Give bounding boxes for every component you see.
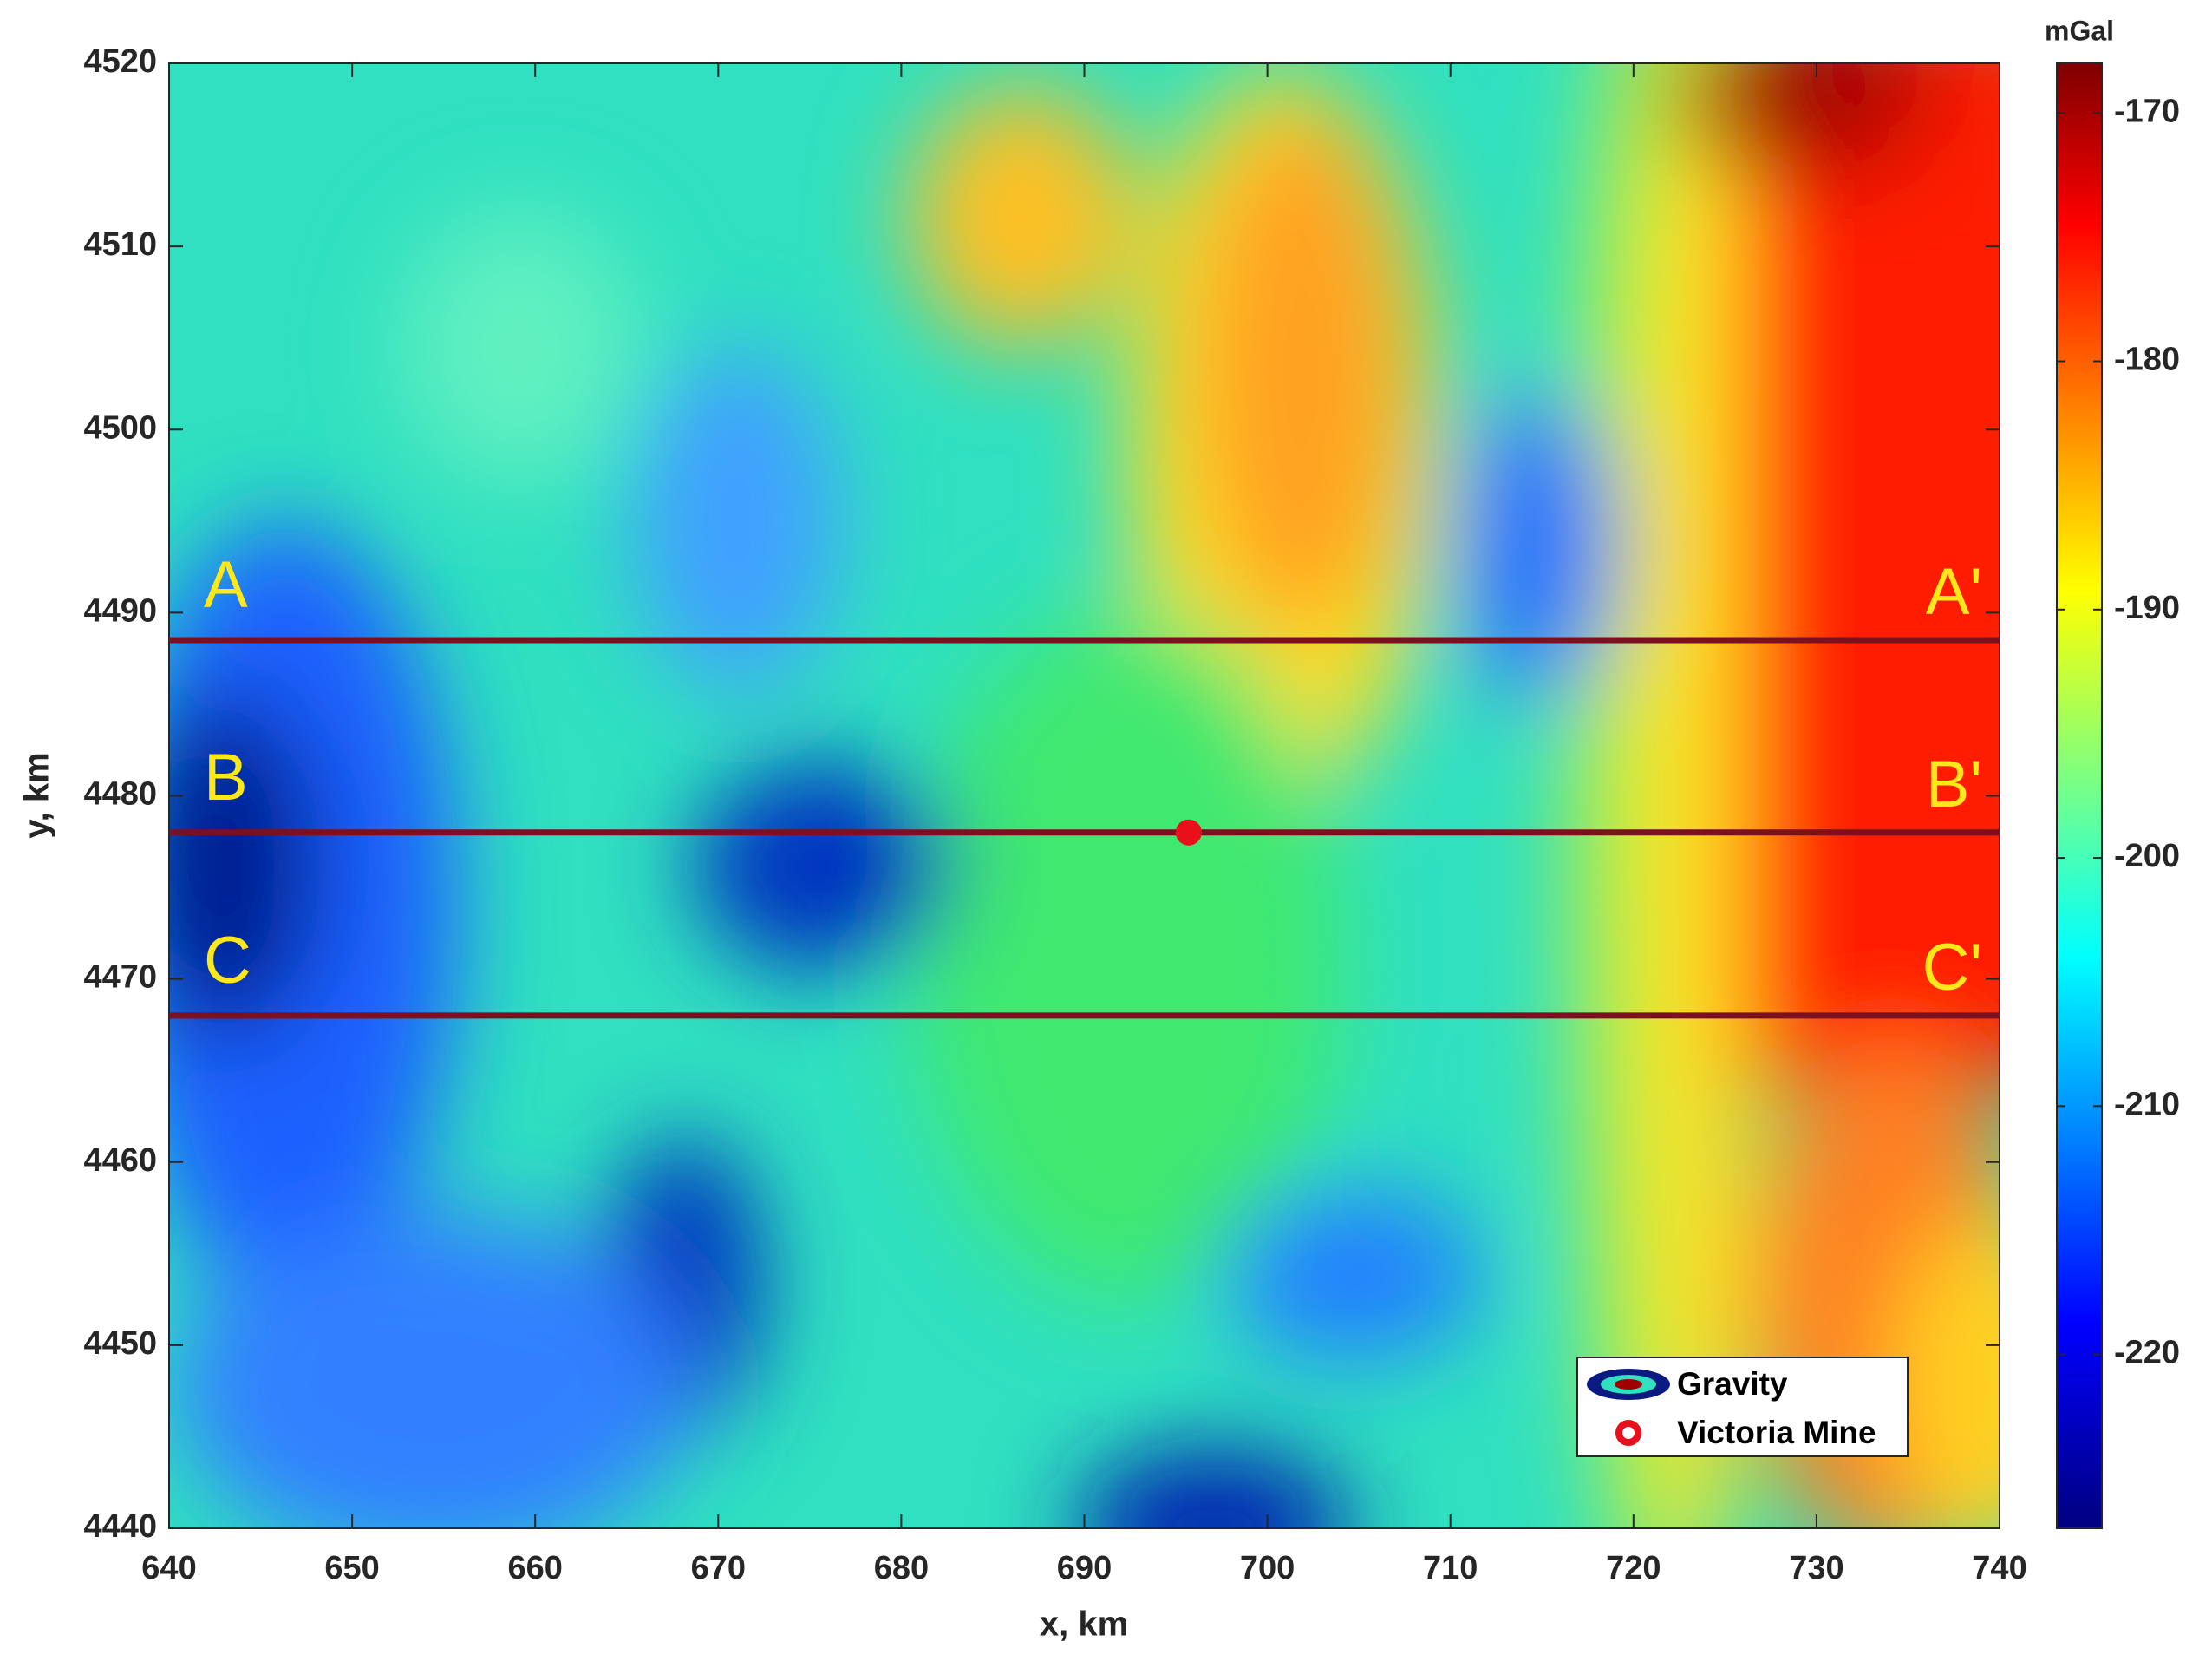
y-tick-label: 4470 <box>83 959 157 996</box>
x-tick-label: 710 <box>1423 1550 1478 1586</box>
y-tick-label: 4500 <box>83 409 157 446</box>
x-tick-label: 660 <box>507 1550 562 1586</box>
x-axis-label: x, km <box>1040 1605 1128 1644</box>
y-tick-label: 4490 <box>83 592 157 629</box>
profile-end-label: A' <box>1926 555 1982 629</box>
profile-start-label: C <box>204 924 251 997</box>
x-tick-label: 650 <box>324 1550 379 1586</box>
x-tick-label: 640 <box>141 1550 196 1586</box>
x-tick-label: 680 <box>874 1550 929 1586</box>
mine-marker <box>1175 819 1202 846</box>
y-tick-label: 4480 <box>83 776 157 813</box>
colorbar-label: mGal <box>2045 15 2114 46</box>
profile-end-label: B' <box>1926 748 1982 821</box>
gravity-field <box>169 63 2000 1528</box>
legend-icon <box>1615 1420 1641 1446</box>
legend-label: Victoria Mine <box>1677 1415 1876 1450</box>
profile-start-label: A <box>204 548 248 622</box>
x-tick-label: 690 <box>1057 1550 1112 1586</box>
colorbar-tick-label: -220 <box>2114 1335 2180 1371</box>
legend-icon <box>1615 1379 1642 1390</box>
x-tick-label: 670 <box>691 1550 746 1586</box>
legend: Gravity Victoria Mine <box>1576 1357 1909 1457</box>
y-axis-label: y, km <box>18 752 56 838</box>
colorbar-tick-label: -170 <box>2114 93 2180 129</box>
x-tick-label: 740 <box>1972 1550 2026 1586</box>
colorbar-tick-label: -190 <box>2114 590 2180 626</box>
profile-start-label: B <box>204 741 248 814</box>
y-tick-label: 4450 <box>83 1325 157 1362</box>
profile-end-label: C' <box>1922 931 1982 1004</box>
x-tick-label: 700 <box>1240 1550 1295 1586</box>
x-tick-label: 730 <box>1789 1550 1843 1586</box>
y-tick-label: 4520 <box>83 43 157 80</box>
legend-label: Gravity <box>1677 1366 1788 1402</box>
colorbar-tick-label: -210 <box>2114 1086 2180 1122</box>
y-tick-label: 4510 <box>83 226 157 263</box>
y-tick-label: 4460 <box>83 1142 157 1179</box>
x-tick-label: 720 <box>1606 1550 1661 1586</box>
colorbar-tick-label: -200 <box>2114 838 2180 874</box>
colorbar <box>2056 62 2103 1529</box>
y-tick-label: 4440 <box>83 1508 157 1545</box>
colorbar-tick-label: -180 <box>2114 342 2180 378</box>
